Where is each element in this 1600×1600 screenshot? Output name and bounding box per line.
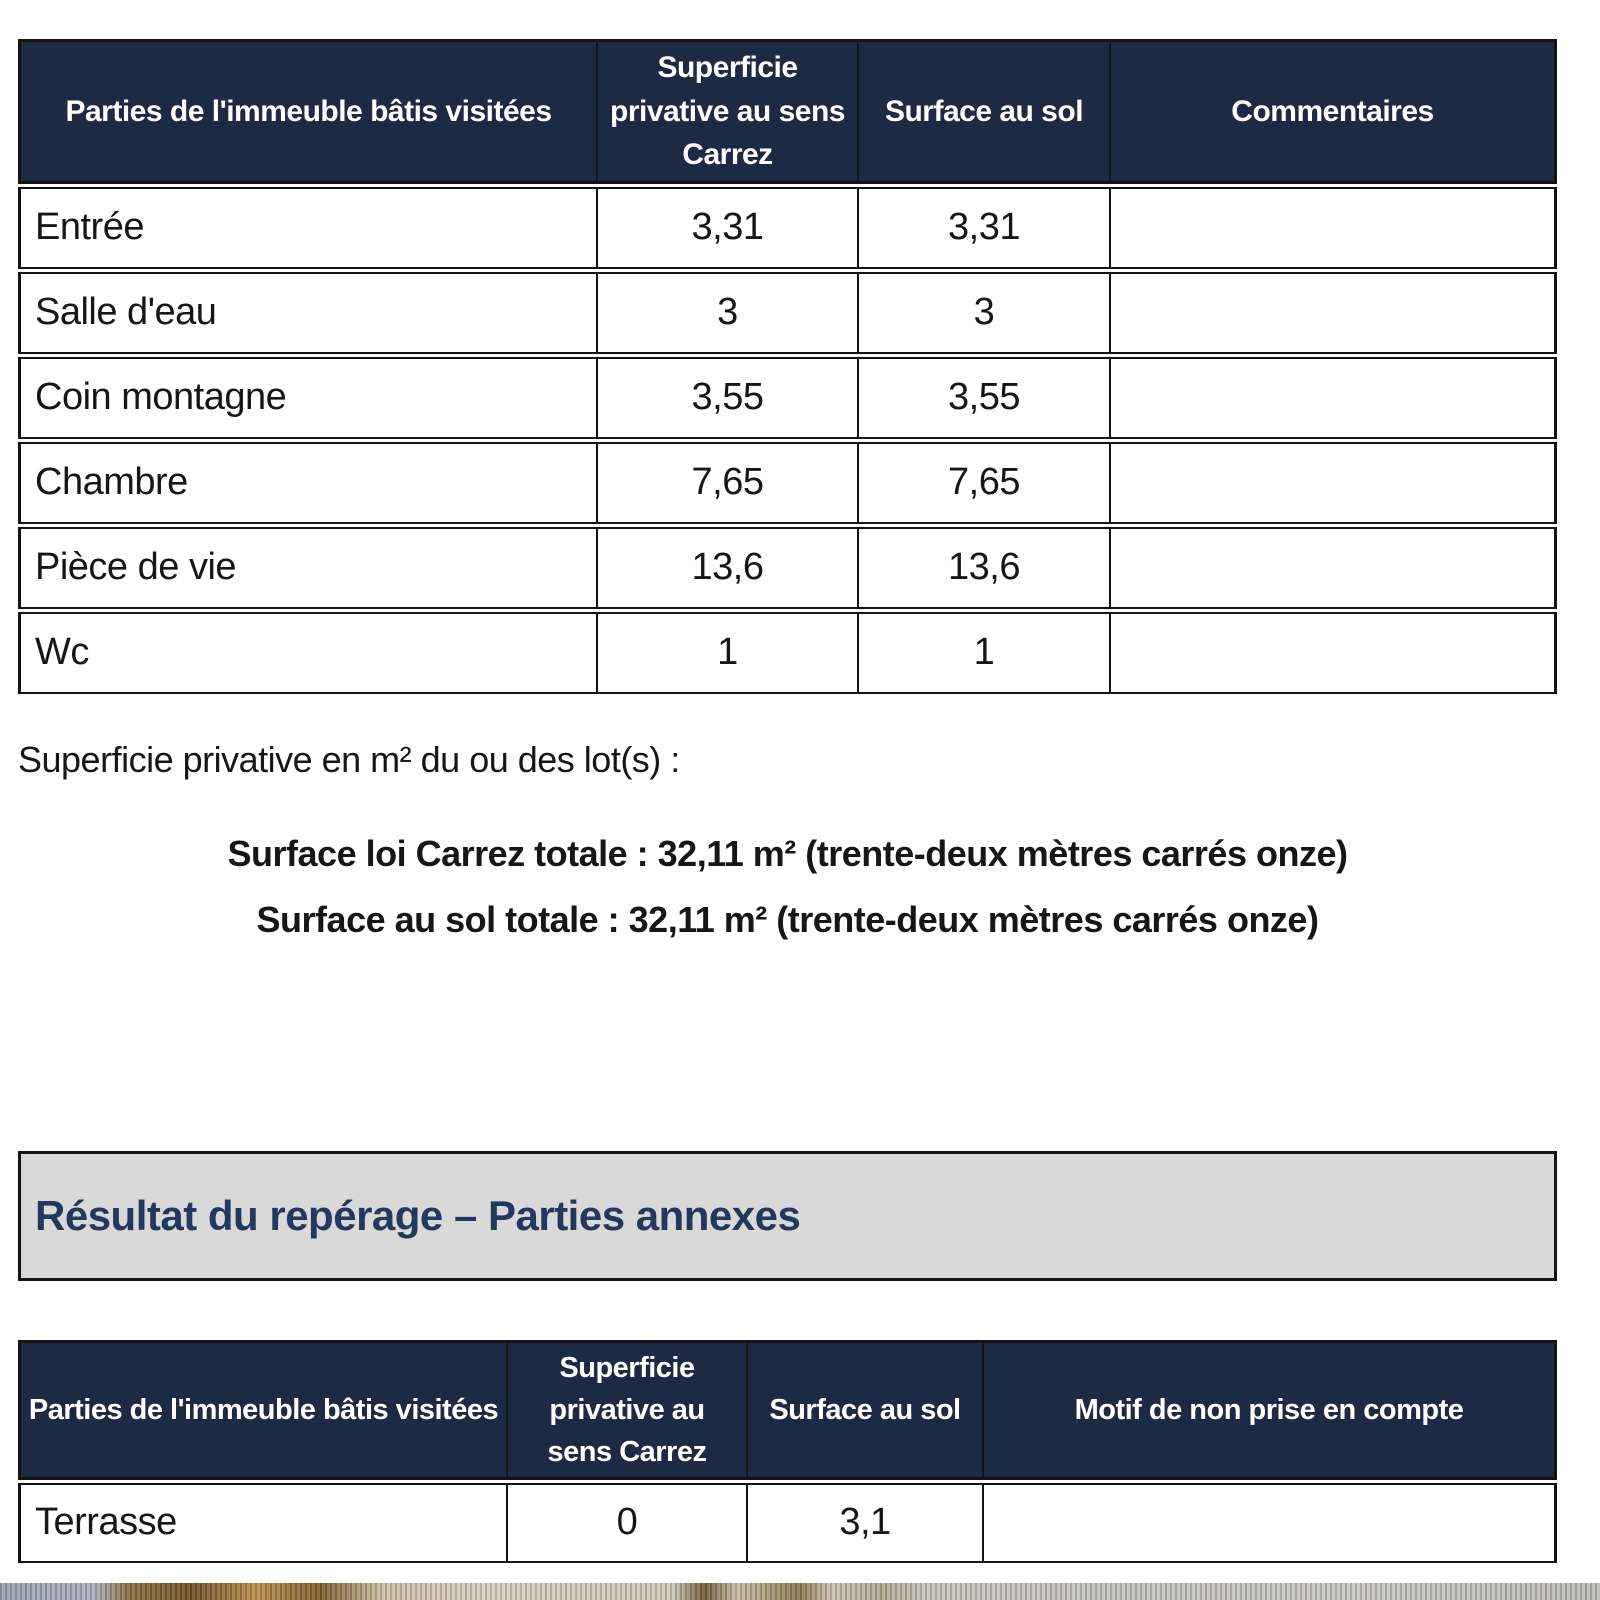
column-header-surface-sol: Surface au sol: [748, 1339, 984, 1480]
visited-parts-table-header: Parties de l'immeuble bâtis visitées Sup…: [18, 39, 1557, 184]
header-row: Parties de l'immeuble bâtis visitées Sup…: [18, 1339, 1557, 1480]
room-name-cell: Coin montagne: [18, 356, 598, 439]
comment-cell: [1111, 271, 1557, 354]
total-surface-sol-line: Surface au sol totale : 32,11 m² (trente…: [256, 898, 1319, 940]
table-row: Terrasse 0 3,1: [18, 1482, 1557, 1563]
table-row: Pièce de vie 13,6 13,6: [18, 526, 1557, 609]
table-row: Coin montagne 3,55 3,55: [18, 356, 1557, 439]
header-row: Parties de l'immeuble bâtis visitées Sup…: [18, 39, 1557, 184]
surface-sol-cell: 3,55: [859, 356, 1111, 439]
surface-sol-cell: 13,6: [859, 526, 1111, 609]
room-name-cell: Chambre: [18, 441, 598, 524]
carrez-value-cell: 13,6: [598, 526, 859, 609]
comment-cell: [1111, 356, 1557, 439]
column-header-motif: Motif de non prise en compte: [984, 1339, 1557, 1480]
total-carrez-line: Surface loi Carrez totale : 32,11 m² (tr…: [227, 832, 1348, 874]
visited-parts-table: Parties de l'immeuble bâtis visitées Sup…: [18, 36, 1557, 697]
carrez-value-cell: 3: [598, 271, 859, 354]
column-header-carrez: Superficie privative au sens Carrez: [598, 39, 859, 184]
surface-sol-cell: 7,65: [859, 441, 1111, 524]
table-row: Wc 1 1: [18, 611, 1557, 694]
surface-sol-cell: 1: [859, 611, 1111, 694]
private-area-label: Superficie privative en m² du ou des lot…: [18, 738, 680, 780]
table-row: Chambre 7,65 7,65: [18, 441, 1557, 524]
column-header-carrez: Superficie privative au sens Carrez: [508, 1339, 748, 1480]
annex-parts-table-header: Parties de l'immeuble bâtis visitées Sup…: [18, 1339, 1557, 1480]
comment-cell: [1111, 526, 1557, 609]
carrez-value-cell: 3,31: [598, 186, 859, 269]
section-title: Résultat du repérage – Parties annexes: [35, 1191, 801, 1239]
table-row: Salle d'eau 3 3: [18, 271, 1557, 354]
surface-sol-cell: 3: [859, 271, 1111, 354]
room-name-cell: Salle d'eau: [18, 271, 598, 354]
room-name-cell: Terrasse: [18, 1482, 508, 1563]
photo-edge-image: [0, 1583, 1600, 1600]
column-header-parties: Parties de l'immeuble bâtis visitées: [18, 39, 598, 184]
column-header-commentaires: Commentaires: [1111, 39, 1557, 184]
surface-sol-cell: 3,1: [748, 1482, 984, 1563]
room-name-cell: Entrée: [18, 186, 598, 269]
section-banner: Résultat du repérage – Parties annexes: [18, 1150, 1557, 1281]
room-name-cell: Wc: [18, 611, 598, 694]
annex-parts-table: Parties de l'immeuble bâtis visitées Sup…: [18, 1337, 1557, 1566]
room-name-cell: Pièce de vie: [18, 526, 598, 609]
motif-cell: [984, 1482, 1557, 1563]
carrez-value-cell: 7,65: [598, 441, 859, 524]
comment-cell: [1111, 611, 1557, 694]
column-header-parties: Parties de l'immeuble bâtis visitées: [18, 1339, 508, 1480]
comment-cell: [1111, 441, 1557, 524]
comment-cell: [1111, 186, 1557, 269]
surface-sol-cell: 3,31: [859, 186, 1111, 269]
column-header-surface-sol: Surface au sol: [859, 39, 1111, 184]
table-row: Entrée 3,31 3,31: [18, 186, 1557, 269]
document-page: Parties de l'immeuble bâtis visitées Sup…: [18, 36, 1557, 1566]
carrez-value-cell: 0: [508, 1482, 748, 1563]
carrez-value-cell: 3,55: [598, 356, 859, 439]
totals-block: Surface loi Carrez totale : 32,11 m² (tr…: [18, 821, 1557, 953]
carrez-value-cell: 1: [598, 611, 859, 694]
